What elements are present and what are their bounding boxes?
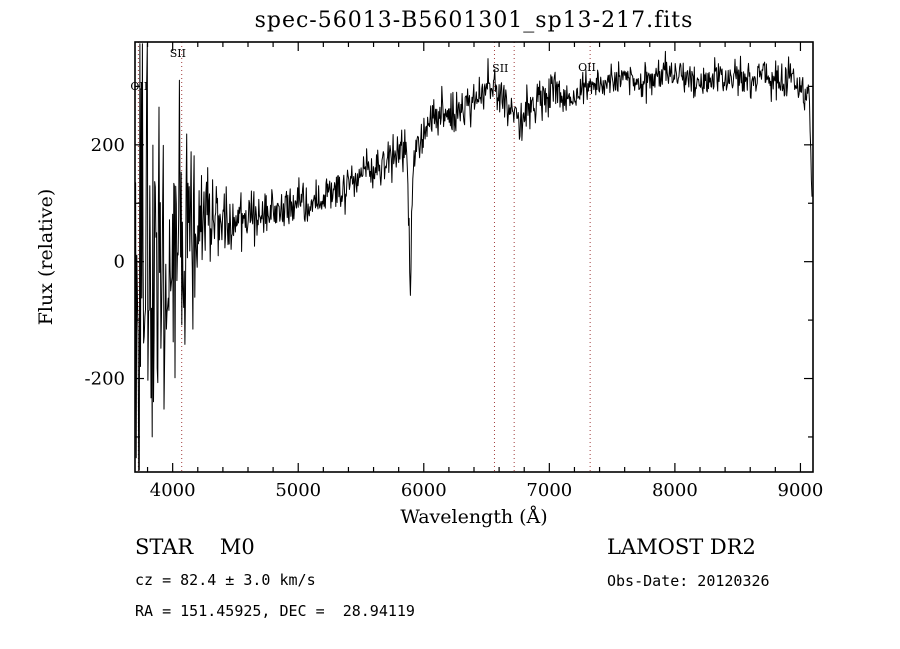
y-tick-label: -200 <box>85 369 125 390</box>
cz-label: cz = 82.4 ± 3.0 km/s <box>135 571 316 589</box>
x-tick-label: 6000 <box>401 480 447 501</box>
x-tick-label: 9000 <box>778 480 824 501</box>
radec-label: RA = 151.45925, DEC = 28.94119 <box>135 602 415 620</box>
y-tick-label: 0 <box>114 252 125 273</box>
y-tick-label: 200 <box>91 135 125 156</box>
x-tick-label: 7000 <box>526 480 572 501</box>
x-axis-label: Wavelength (Å) <box>400 506 548 528</box>
x-tick-label: 4000 <box>150 480 196 501</box>
spectrum-line <box>134 43 813 471</box>
survey-label: LAMOST DR2 <box>607 535 756 559</box>
x-tick-label: 5000 <box>275 480 321 501</box>
plot-title: spec-56013-B5601301_sp13-217.fits <box>254 8 694 33</box>
emission-line-label: SII <box>170 47 186 60</box>
obs-date-label: Obs-Date: 20120326 <box>607 572 770 590</box>
class-label: STAR M0 <box>135 535 255 559</box>
x-tick-label: 8000 <box>652 480 698 501</box>
emission-line-label: SII <box>492 62 508 75</box>
emission-line-label: OII <box>578 61 596 74</box>
